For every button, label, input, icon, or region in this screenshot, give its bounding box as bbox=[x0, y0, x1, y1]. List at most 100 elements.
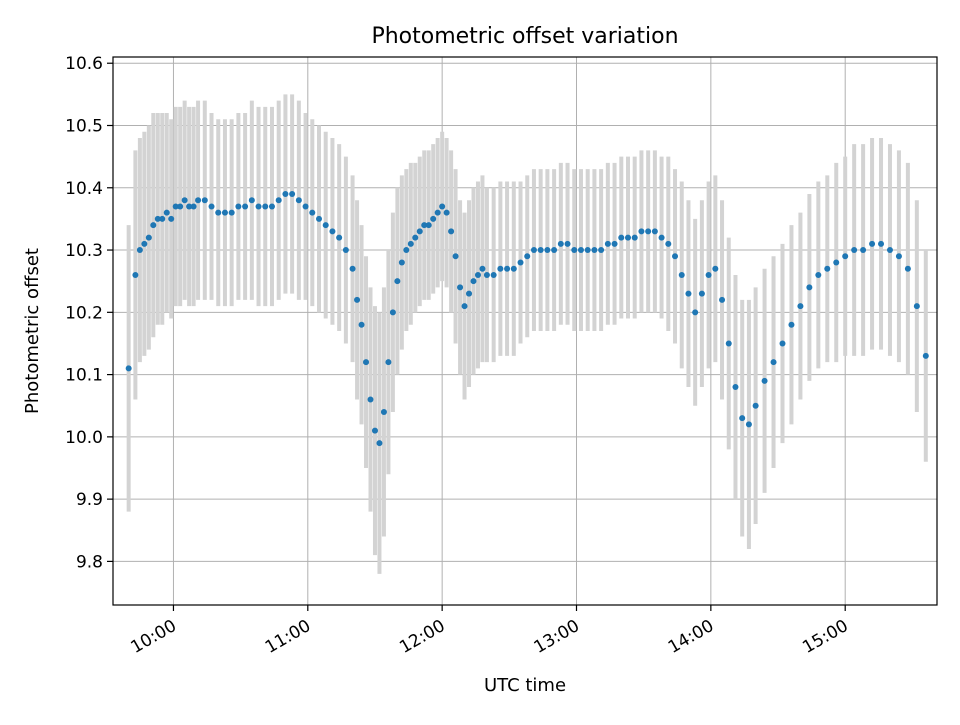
y-tick-label: 10.1 bbox=[65, 366, 103, 386]
y-tick-label: 10.5 bbox=[65, 117, 103, 137]
data-point bbox=[719, 296, 726, 303]
data-point bbox=[571, 247, 578, 254]
data-point bbox=[172, 203, 179, 210]
data-point bbox=[618, 234, 625, 241]
data-point bbox=[692, 309, 699, 316]
data-point bbox=[125, 365, 132, 372]
data-point bbox=[336, 234, 343, 241]
data-point bbox=[186, 203, 193, 210]
data-point bbox=[752, 402, 759, 409]
data-point bbox=[316, 215, 322, 222]
data-point bbox=[842, 253, 849, 260]
data-point bbox=[788, 321, 795, 328]
data-point bbox=[712, 265, 719, 272]
data-point bbox=[394, 278, 401, 285]
data-point bbox=[530, 247, 537, 254]
data-point bbox=[517, 259, 524, 266]
y-tick-label: 10.2 bbox=[65, 303, 103, 323]
data-point bbox=[215, 209, 222, 216]
data-point bbox=[154, 215, 161, 222]
data-point bbox=[604, 240, 611, 247]
data-point bbox=[913, 303, 920, 310]
y-tick-label: 10.3 bbox=[65, 241, 103, 261]
data-point bbox=[380, 408, 387, 415]
data-point bbox=[797, 303, 804, 310]
data-point bbox=[732, 384, 739, 391]
data-point bbox=[235, 203, 242, 210]
data-point bbox=[452, 253, 459, 260]
data-point bbox=[922, 352, 929, 359]
data-point bbox=[665, 240, 672, 247]
data-point bbox=[430, 215, 437, 222]
data-point bbox=[584, 247, 591, 254]
data-point bbox=[678, 271, 685, 278]
data-point bbox=[904, 265, 911, 272]
data-point bbox=[551, 247, 558, 254]
data-point bbox=[371, 427, 378, 434]
data-point bbox=[439, 203, 446, 210]
data-point bbox=[425, 222, 432, 229]
data-point bbox=[150, 222, 157, 229]
data-point bbox=[466, 290, 473, 297]
data-point bbox=[510, 265, 517, 272]
data-point bbox=[141, 240, 148, 247]
data-point bbox=[745, 421, 752, 428]
data-point bbox=[322, 222, 329, 229]
data-point bbox=[282, 191, 289, 197]
data-point bbox=[698, 290, 705, 297]
data-point bbox=[248, 197, 255, 204]
data-point bbox=[221, 209, 228, 216]
data-point bbox=[537, 247, 544, 254]
data-point bbox=[770, 359, 777, 366]
plot-frame bbox=[112, 56, 938, 606]
data-point bbox=[651, 228, 658, 235]
y-tick-label: 9.8 bbox=[76, 552, 103, 572]
data-point bbox=[181, 197, 188, 204]
data-point bbox=[329, 228, 336, 235]
data-point bbox=[195, 197, 202, 204]
data-point bbox=[190, 203, 197, 210]
data-point bbox=[389, 309, 396, 316]
data-point bbox=[544, 247, 551, 254]
data-point bbox=[385, 359, 392, 366]
data-point bbox=[407, 240, 414, 247]
data-point bbox=[638, 228, 645, 235]
data-point bbox=[645, 228, 652, 235]
data-point bbox=[302, 203, 309, 210]
data-point bbox=[631, 234, 638, 241]
data-point bbox=[262, 203, 269, 210]
data-point bbox=[398, 259, 405, 266]
data-point bbox=[598, 247, 605, 254]
data-point bbox=[474, 271, 481, 278]
data-point bbox=[483, 271, 490, 278]
data-point bbox=[878, 240, 885, 247]
data-point bbox=[504, 265, 511, 272]
data-point bbox=[824, 265, 831, 272]
data-point bbox=[163, 209, 170, 216]
data-point bbox=[168, 215, 175, 222]
data-point bbox=[895, 253, 902, 260]
data-point bbox=[309, 209, 316, 216]
data-point bbox=[860, 247, 867, 254]
data-point bbox=[145, 234, 152, 241]
data-point bbox=[358, 321, 365, 328]
data-points bbox=[125, 191, 929, 447]
data-point bbox=[136, 247, 143, 254]
data-point bbox=[461, 303, 468, 310]
data-point bbox=[242, 203, 249, 210]
data-point bbox=[705, 271, 712, 278]
data-point bbox=[255, 203, 262, 210]
data-point bbox=[625, 234, 631, 241]
data-point bbox=[591, 247, 598, 254]
data-point bbox=[448, 228, 455, 235]
data-point bbox=[159, 215, 166, 222]
data-point bbox=[132, 271, 139, 278]
data-point bbox=[208, 203, 215, 210]
data-point bbox=[349, 265, 356, 272]
data-point bbox=[779, 340, 786, 347]
y-axis-label: Photometric offset bbox=[22, 248, 43, 414]
data-point bbox=[658, 234, 665, 241]
data-point bbox=[577, 247, 584, 254]
data-point bbox=[470, 278, 477, 285]
